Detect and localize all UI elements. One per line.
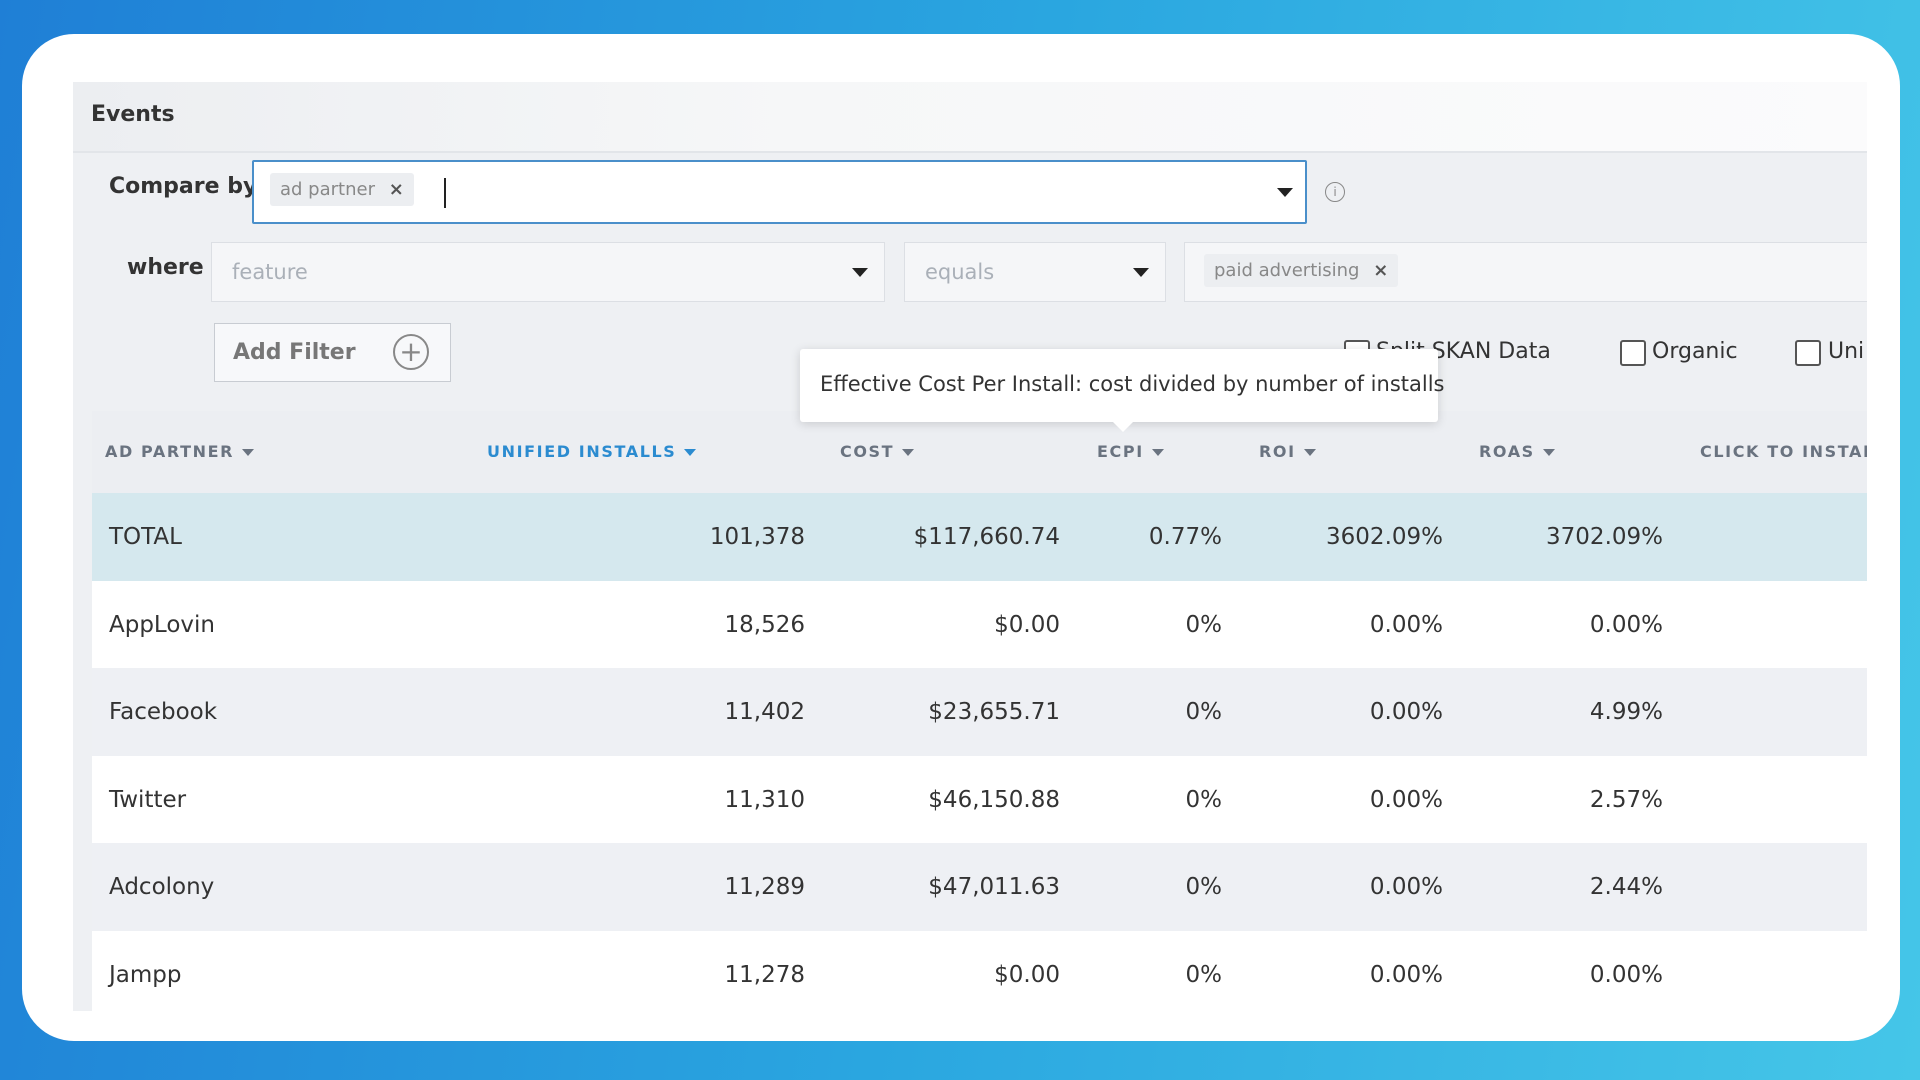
cell: $47,011.63 bbox=[928, 874, 1060, 900]
dropdown-arrow[interactable] bbox=[1277, 188, 1293, 197]
cell: 0.00% bbox=[1589, 961, 1663, 988]
cell: 0.00% bbox=[1589, 611, 1663, 638]
column-label: UNIFIED INSTALLS bbox=[487, 442, 677, 461]
plus-icon: + bbox=[393, 334, 429, 370]
events-panel: Events Compare by ad partner × i where f… bbox=[73, 82, 1867, 1011]
cell: 4.99% bbox=[1589, 699, 1663, 725]
panel-header: Events bbox=[73, 82, 1867, 153]
cell: Adcolony bbox=[109, 874, 215, 900]
table-row[interactable]: TOTAL 101,378 $117,660.74 0.77% 3602.09% 3702… bbox=[92, 493, 1867, 581]
operator-value: equals bbox=[925, 260, 995, 284]
cell: 18,526 bbox=[724, 611, 805, 638]
column-label: COST bbox=[840, 442, 895, 461]
cell: 11,289 bbox=[724, 874, 805, 900]
table-row[interactable]: Adcolony 11,289 $47,011.63 0% 0.00% 2.44% bbox=[92, 843, 1867, 931]
tooltip: Effective Cost Per Install: cost divided… bbox=[800, 349, 1444, 432]
tooltip-caret bbox=[1113, 422, 1133, 432]
cell: $23,655.71 bbox=[928, 699, 1060, 725]
panel-title: Events bbox=[91, 102, 175, 127]
cell: Twitter bbox=[109, 786, 187, 813]
column-header[interactable]: AD PARTNER bbox=[105, 442, 255, 461]
sort-arrow bbox=[1542, 449, 1555, 456]
cell: 0.00% bbox=[1369, 786, 1443, 813]
table-row[interactable]: Facebook 11,402 $23,655.71 0% 0.00% 4.99% bbox=[92, 668, 1867, 756]
cell: $46,150.88 bbox=[928, 786, 1060, 813]
sort-arrow bbox=[1303, 449, 1316, 456]
cell: 3702.09% bbox=[1546, 524, 1663, 550]
cell: TOTAL bbox=[109, 524, 182, 550]
table-row[interactable]: AppLovin 18,526 $0.00 0% 0.00% 0.00% bbox=[92, 580, 1867, 669]
cell: 0% bbox=[1185, 961, 1223, 988]
table-header: AD PARTNER UNIFIED INSTALLS COST ECPI ROI ROA… bbox=[92, 411, 1867, 493]
chip-text: paid advertising bbox=[1214, 260, 1360, 281]
add-filter-button[interactable]: Add Filter + bbox=[214, 323, 451, 382]
compare-input[interactable]: ad partner × bbox=[252, 160, 1307, 224]
value-chip[interactable]: paid advertising × bbox=[1204, 254, 1399, 287]
sort-arrow bbox=[902, 449, 915, 456]
cell: 0.00% bbox=[1369, 611, 1443, 638]
table-row[interactable]: Twitter 11,310 $46,150.88 0% 0.00% 2.57% bbox=[92, 755, 1867, 844]
checkbox-label: Uni bbox=[1828, 339, 1865, 364]
cell: Facebook bbox=[109, 699, 218, 725]
cell: 2.44% bbox=[1589, 874, 1663, 900]
sort-arrow bbox=[1151, 449, 1164, 456]
sort-arrow bbox=[242, 449, 255, 456]
compare-label: Compare by bbox=[109, 174, 258, 199]
cell: 11,278 bbox=[724, 961, 805, 988]
cell: 0.00% bbox=[1369, 874, 1443, 900]
column-header[interactable]: COST bbox=[840, 442, 915, 461]
checkbox[interactable] bbox=[1620, 340, 1646, 366]
column-label: ECPI bbox=[1097, 442, 1144, 461]
column-label: CLICK TO INSTALL bbox=[1700, 442, 1867, 461]
cell: $117,660.74 bbox=[913, 524, 1060, 550]
operator-select[interactable]: equals bbox=[904, 242, 1166, 302]
cell: 3602.09% bbox=[1326, 524, 1443, 550]
column-label: AD PARTNER bbox=[105, 442, 235, 461]
cell: $0.00 bbox=[994, 961, 1060, 988]
cell: 0.77% bbox=[1148, 524, 1222, 550]
column-label: ROAS bbox=[1479, 442, 1535, 461]
cell: 11,310 bbox=[724, 786, 805, 813]
value-input[interactable]: paid advertising × bbox=[1184, 242, 1867, 302]
column-header[interactable]: ROAS bbox=[1479, 442, 1555, 461]
tooltip-text: Effective Cost Per Install: cost divided… bbox=[820, 372, 1445, 396]
cell: 0% bbox=[1185, 699, 1223, 725]
field-select[interactable]: feature bbox=[211, 242, 885, 302]
compare-chip[interactable]: ad partner × bbox=[270, 173, 414, 206]
column-label: ROI bbox=[1259, 442, 1296, 461]
cell: 2.57% bbox=[1589, 786, 1663, 813]
table-row[interactable]: Jampp 11,278 $0.00 0% 0.00% 0.00% bbox=[92, 930, 1867, 1011]
checkbox[interactable] bbox=[1795, 340, 1821, 366]
column-header[interactable]: ROI bbox=[1259, 442, 1316, 461]
cell: Jampp bbox=[109, 961, 182, 988]
dropdown-arrow bbox=[852, 268, 868, 277]
cell: 0.00% bbox=[1369, 699, 1443, 725]
cell: $0.00 bbox=[994, 611, 1060, 638]
add-filter-label: Add Filter bbox=[233, 340, 356, 365]
sort-arrow bbox=[684, 449, 697, 456]
cell: AppLovin bbox=[109, 611, 215, 638]
column-header[interactable]: CLICK TO INSTALL bbox=[1700, 442, 1867, 461]
cell: 0.00% bbox=[1369, 961, 1443, 988]
checkbox-label: Organic bbox=[1652, 339, 1738, 364]
info-icon[interactable]: i bbox=[1325, 182, 1345, 202]
dropdown-arrow bbox=[1133, 268, 1149, 277]
table: AD PARTNER UNIFIED INSTALLS COST ECPI ROI ROA… bbox=[92, 411, 1867, 1011]
column-header[interactable]: ECPI bbox=[1097, 442, 1164, 461]
column-header[interactable]: UNIFIED INSTALLS bbox=[487, 442, 697, 461]
cell: 11,402 bbox=[724, 699, 805, 725]
cell: 0% bbox=[1185, 611, 1223, 638]
cell: 101,378 bbox=[709, 524, 805, 550]
cell: 0% bbox=[1185, 874, 1223, 900]
field-value: feature bbox=[232, 260, 308, 284]
chip-text: ad partner bbox=[280, 179, 375, 200]
where-label: where bbox=[127, 255, 204, 280]
cell: 0% bbox=[1185, 786, 1223, 813]
text-cursor bbox=[444, 178, 446, 208]
